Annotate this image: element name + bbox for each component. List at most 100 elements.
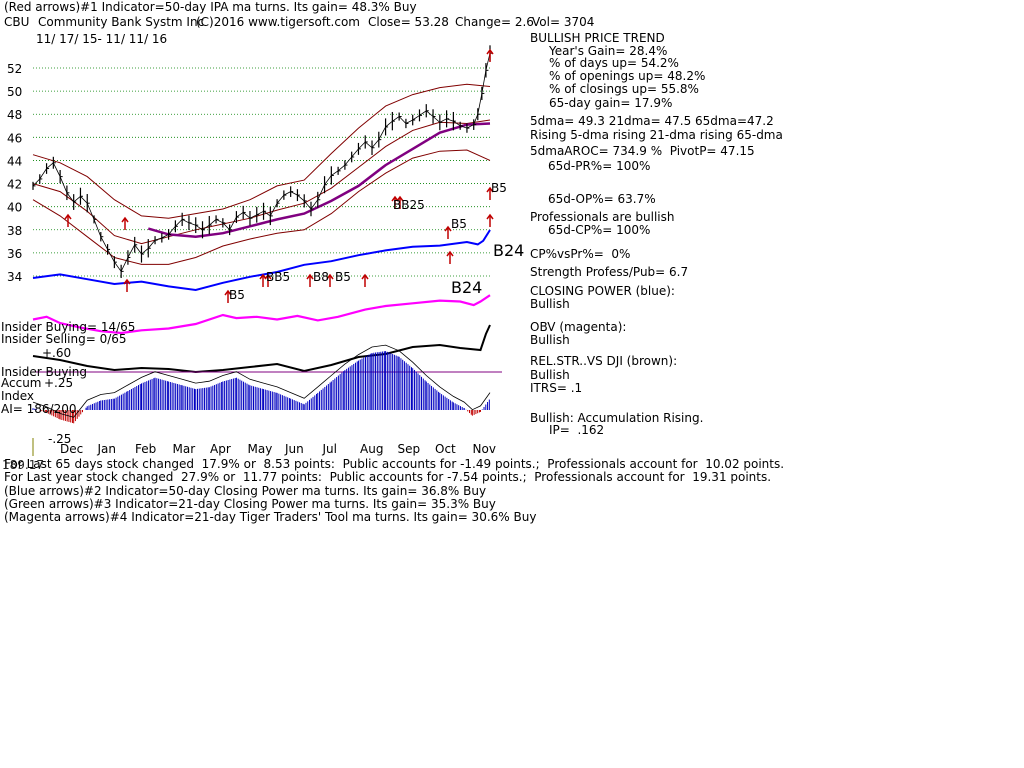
insider-buying-count: Insider Buying= 14/65 — [1, 320, 136, 334]
x-tick-label: Jul — [322, 442, 337, 456]
signal-b8: B8 — [313, 270, 329, 284]
company-name: Community Bank Systm Inc — [38, 15, 205, 29]
y-tick-label: 44 — [7, 154, 22, 168]
signal-arrow-head — [486, 213, 494, 220]
x-tick-label: Jan — [97, 442, 117, 456]
x-tick-label: Dec — [60, 442, 83, 456]
accum-ma-line — [32, 344, 491, 418]
signal-arrow-head — [264, 273, 272, 280]
signal-arrow-head — [486, 186, 494, 193]
footer-magenta-arrows: (Magenta arrows)#4 Indicator=21-day Tige… — [4, 510, 537, 524]
footer-65day: For Last 65 days stock changed 17.9% or … — [4, 457, 785, 471]
date-range: 11/ 17/ 15- 11/ 11/ 16 — [36, 32, 168, 46]
obv-status: Bullish — [530, 333, 570, 347]
accum-upper-tick: +.25 — [44, 376, 74, 390]
signal-arrow-head — [361, 273, 369, 280]
signal-arrow-head — [64, 213, 72, 220]
y-tick-label: 48 — [7, 108, 22, 122]
dma-values: 5dma= 49.3 21dma= 47.5 65dma=47.2 — [530, 114, 774, 128]
insider-selling-count: Insider Selling= 0/65 — [1, 332, 127, 346]
ma21-line — [32, 119, 491, 245]
professionals-status: Professionals are bullish — [530, 210, 675, 224]
signal-b24-price: B24 — [493, 241, 525, 260]
cp-percent: 65d-CP%= 100% — [548, 223, 651, 237]
x-tick-label: Feb — [135, 442, 156, 456]
change-value: Change= 2.6 — [455, 15, 534, 29]
y-tick-label: 42 — [7, 178, 22, 192]
closing-power-line — [32, 229, 491, 292]
gain-65: 65-day gain= 17.9% — [549, 96, 673, 110]
volume-value: Vol= 3704 — [532, 15, 595, 29]
years-gain: Year's Gain= 28.4% — [549, 44, 668, 58]
x-tick-label: Sep — [398, 442, 421, 456]
cp-vs-pr: CP%vsPr%= 0% — [530, 247, 631, 261]
accum-lower-tick: -.25 — [48, 432, 72, 446]
signal-arrow-head — [224, 289, 232, 296]
strength-ratio: Strength Profess/Pub= 6.7 — [530, 265, 689, 279]
x-tick-label: Mar — [173, 442, 196, 456]
signal-arrow-head — [446, 250, 454, 257]
ticker: CBU — [4, 15, 30, 29]
itrs-value: ITRS= .1 — [530, 381, 583, 395]
closing-power-title: CLOSING POWER (blue): — [530, 284, 675, 298]
x-tick-label: Nov — [473, 442, 496, 456]
x-tick-label: Jun — [284, 442, 304, 456]
ai-value: AI= 186/200 — [1, 402, 77, 416]
accumulation-status: Bullish: Accumulation Rising. — [530, 411, 704, 425]
aroc-pivot: 5dmaAROC= 734.9 % PivotP= 47.15 — [530, 144, 755, 158]
signal-bb25: BB25 — [393, 198, 425, 212]
signal-arrow-head — [391, 195, 399, 202]
y-tick-label: 34 — [7, 270, 22, 284]
x-tick-label: Apr — [210, 442, 231, 456]
y-tick-label: 46 — [7, 131, 22, 145]
signal-b5-mid: B5 — [451, 217, 467, 231]
obv-line — [32, 294, 491, 335]
signal-arrow-head — [396, 195, 404, 202]
signal-arrow-head — [259, 273, 267, 280]
rel-strength-title: REL.STR..VS DJI (brown): — [530, 354, 678, 368]
pr-percent: 65d-PR%= 100% — [548, 159, 651, 173]
closings-up: % of closings up= 55.8% — [549, 82, 699, 96]
upper-band-line — [32, 83, 491, 219]
obv-title: OBV (magenta): — [530, 320, 627, 334]
footer-overprint: 189.17 — [2, 458, 44, 472]
signal-arrow-head — [444, 225, 452, 232]
y-tick-label: 40 — [7, 201, 22, 215]
signal-b5-right: B5 — [491, 181, 507, 195]
rising-mas: Rising 5-dma rising 21-dma rising 65-dma — [530, 128, 783, 142]
footer-blue-arrows: (Blue arrows)#2 Indicator=50-day Closing… — [4, 484, 487, 498]
rel-strength-status: Bullish — [530, 368, 570, 382]
footer-year: For Last year stock changed 27.9% or 11.… — [4, 470, 772, 484]
y-tick-label: 50 — [7, 85, 22, 99]
signal-b5-jun: B5 — [335, 270, 351, 284]
op-percent: 65d-OP%= 63.7% — [548, 192, 656, 206]
signal-b24-cp: B24 — [451, 278, 483, 297]
y-tick-label: 36 — [7, 247, 22, 261]
signal-arrow-head — [306, 273, 314, 280]
signal-arrow-head — [123, 278, 131, 285]
signal-arrow-head — [121, 216, 129, 223]
cp-scale-label: +.60 — [42, 346, 72, 360]
accum-label: Accum — [1, 376, 42, 390]
ma65-line — [147, 122, 491, 238]
footer-green-arrows: (Green arrows)#3 Indicator=21-day Closin… — [4, 497, 496, 511]
close-value: Close= 53.28 — [368, 15, 449, 29]
insider-buying-label: Insider Buying — [1, 365, 87, 379]
ip-value: IP= .162 — [549, 423, 605, 437]
signal-bb5: BB5 — [266, 270, 291, 284]
index-label: Index — [1, 389, 35, 403]
signal-b5-apr: B5 — [229, 288, 245, 302]
signal-arrow-head — [486, 48, 494, 55]
trend-title: BULLISH PRICE TREND — [530, 31, 665, 45]
indicator-line-1: (Red arrows)#1 Indicator=50-day IPA ma t… — [4, 0, 417, 14]
days-up: % of days up= 54.2% — [549, 56, 679, 70]
x-tick-label: May — [248, 442, 273, 456]
y-tick-label: 38 — [7, 224, 22, 238]
signal-arrow-head — [326, 273, 334, 280]
price-line — [32, 53, 491, 273]
rel-strength-line — [32, 324, 491, 374]
closing-power-status: Bullish — [530, 297, 570, 311]
copyright: (C)2016 www.tigersoft.com — [196, 15, 360, 29]
openings-up: % of openings up= 48.2% — [549, 69, 706, 83]
